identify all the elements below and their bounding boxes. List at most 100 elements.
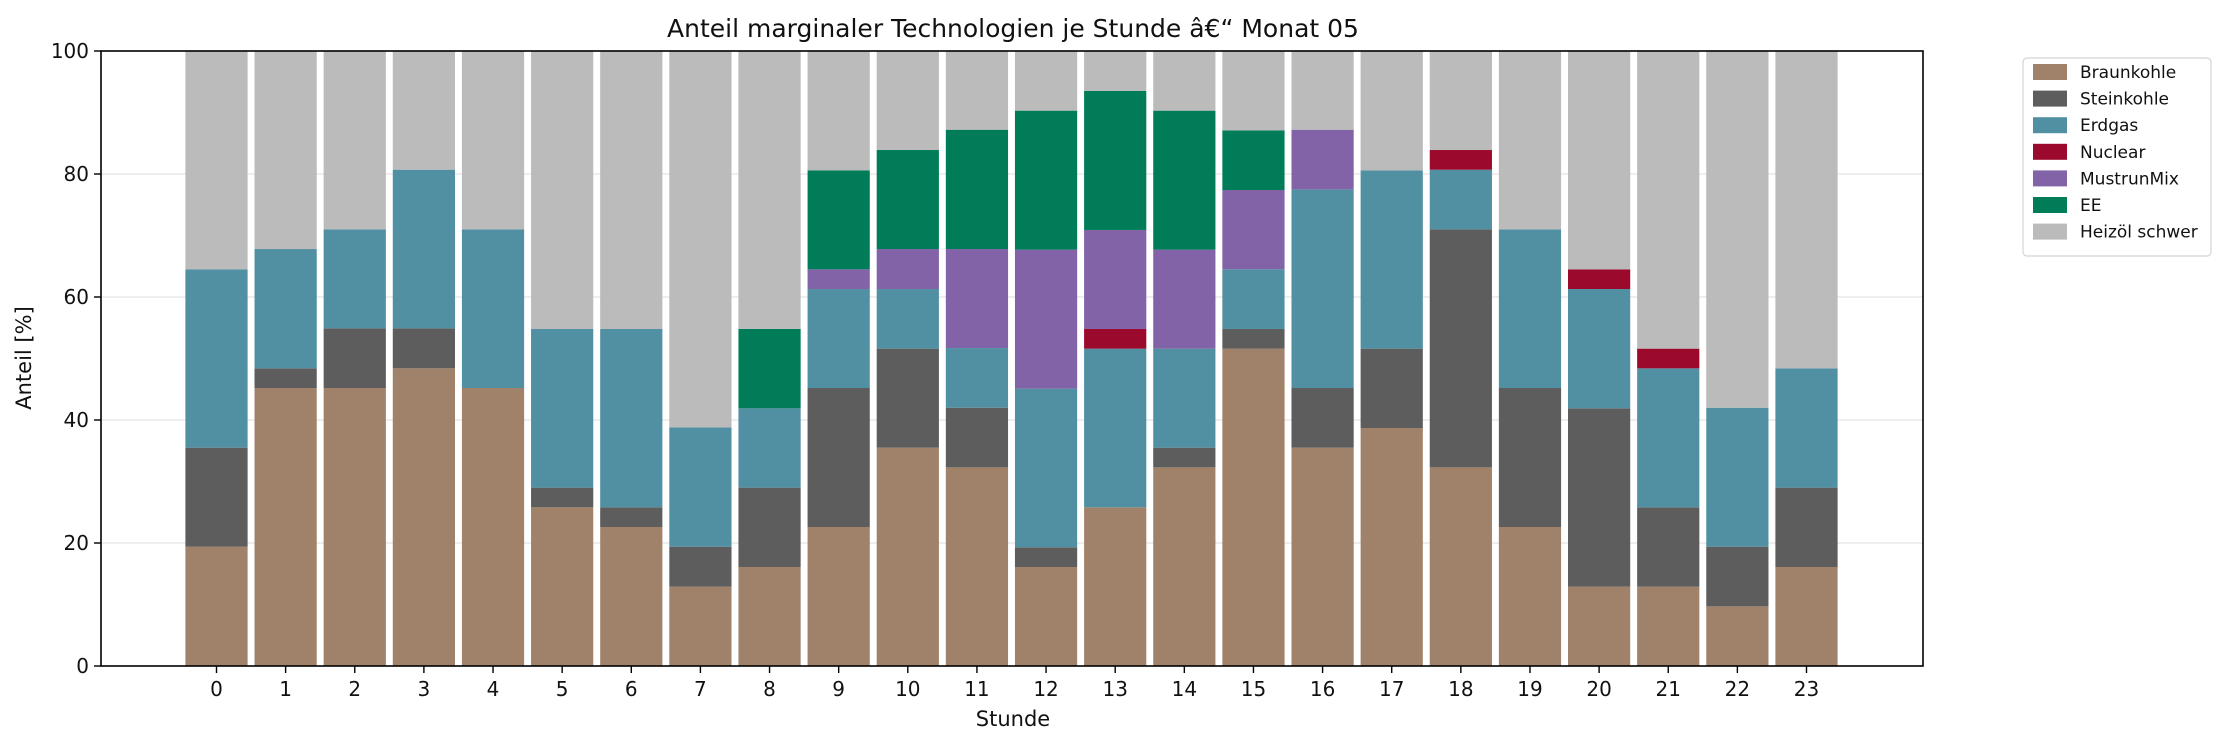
y-axis: 0 20 40 60 80 100 [51, 39, 101, 678]
x-tick-label: 20 [1586, 677, 1611, 701]
legend: Braunkohle Steinkohle Erdgas Nuclear Mustrun… [2022, 57, 2212, 257]
x-axis-label: Stunde [976, 707, 1050, 731]
bar-steinkohle-22 [1706, 546, 1769, 607]
y-tick-label: 20 [64, 531, 89, 555]
bar-steinkohle-7 [669, 546, 732, 587]
x-tick-label: 2 [348, 677, 361, 701]
bar-erdgas-4 [461, 229, 525, 389]
bar-heiz-l-schwer-16 [1291, 50, 1354, 130]
bar-braunkohle-19 [1498, 527, 1562, 666]
bar-nuclear-20 [1568, 269, 1631, 290]
bar-steinkohle-5 [531, 487, 594, 508]
legend-swatch [2033, 90, 2067, 107]
bar-braunkohle-9 [807, 527, 870, 666]
bar-erdgas-8 [738, 408, 801, 488]
bar-braunkohle-21 [1637, 586, 1700, 666]
y-axis-label: Anteil [%] [12, 306, 36, 410]
bar-heiz-l-schwer-2 [323, 51, 386, 230]
bar-steinkohle-1 [254, 368, 317, 389]
bar-heiz-l-schwer-21 [1637, 51, 1700, 349]
bar-heiz-l-schwer-8 [738, 51, 801, 329]
bar-steinkohle-9 [807, 388, 870, 528]
bar-heiz-l-schwer-6 [600, 51, 663, 329]
bar-steinkohle-21 [1637, 507, 1700, 587]
bar-erdgas-17 [1360, 170, 1423, 349]
bar-erdgas-3 [392, 169, 455, 329]
bar-braunkohle-1 [254, 388, 317, 666]
y-tick-label: 60 [64, 285, 89, 309]
bar-heiz-l-schwer-5 [531, 51, 594, 329]
bar-braunkohle-23 [1775, 566, 1838, 666]
bar-heiz-l-schwer-14 [1153, 51, 1216, 111]
y-tick-label: 0 [76, 654, 89, 678]
bars [185, 50, 1838, 666]
bar-mustrunmix-14 [1153, 249, 1216, 349]
bar-braunkohle-10 [876, 447, 939, 666]
x-tick-label: 8 [763, 677, 776, 701]
legend-entry: Heizöl schwer [2080, 223, 2198, 243]
x-tick-label: 15 [1241, 677, 1266, 701]
bar-erdgas-14 [1153, 348, 1216, 448]
bar-erdgas-5 [531, 328, 594, 488]
plot-frame [100, 50, 1924, 667]
bar-braunkohle-20 [1568, 586, 1631, 666]
legend-swatch [2033, 197, 2067, 213]
bar-steinkohle-23 [1775, 487, 1838, 567]
bar-steinkohle-3 [392, 328, 455, 369]
bar-steinkohle-12 [1014, 547, 1078, 567]
bar-heiz-l-schwer-0 [185, 51, 248, 270]
bar-nuclear-13 [1084, 328, 1147, 349]
bar-erdgas-6 [600, 328, 663, 508]
legend-swatch [2033, 143, 2067, 160]
bar-erdgas-11 [945, 348, 1009, 408]
bar-steinkohle-14 [1153, 447, 1216, 468]
bar-steinkohle-17 [1360, 348, 1423, 428]
x-tick-label: 14 [1172, 677, 1197, 701]
bar-erdgas-13 [1084, 348, 1147, 508]
bar-heiz-l-schwer-9 [807, 51, 870, 171]
bar-ee-8 [738, 328, 801, 409]
bar-braunkohle-15 [1222, 348, 1285, 666]
bar-heiz-l-schwer-7 [669, 50, 732, 428]
y-tick-label: 100 [51, 39, 89, 63]
bar-ee-15 [1222, 130, 1285, 190]
bar-heiz-l-schwer-12 [1014, 51, 1078, 111]
x-tick-label: 5 [556, 677, 569, 701]
bar-braunkohle-16 [1291, 447, 1354, 666]
bar-steinkohle-19 [1498, 388, 1562, 528]
bar-erdgas-12 [1014, 388, 1078, 548]
x-tick-label: 19 [1517, 677, 1542, 701]
x-tick-label: 22 [1725, 677, 1750, 701]
x-tick-label: 6 [625, 677, 638, 701]
bar-braunkohle-11 [945, 467, 1009, 666]
bar-erdgas-21 [1637, 368, 1700, 508]
bar-erdgas-18 [1429, 169, 1492, 230]
legend-swatch [2033, 223, 2067, 240]
x-tick-label: 11 [964, 677, 989, 701]
bar-erdgas-9 [807, 289, 870, 389]
bar-heiz-l-schwer-3 [392, 50, 455, 170]
legend-entry: Braunkohle [2080, 63, 2176, 83]
legend-entry: Erdgas [2080, 116, 2138, 136]
x-tick-label: 3 [418, 677, 431, 701]
x-tick-label: 10 [895, 677, 920, 701]
bar-braunkohle-22 [1706, 606, 1769, 666]
legend-swatch [2033, 117, 2067, 134]
bar-erdgas-1 [254, 249, 317, 369]
bar-steinkohle-10 [876, 348, 939, 448]
bar-heiz-l-schwer-1 [254, 50, 317, 250]
x-tick-label: 4 [487, 677, 500, 701]
bar-erdgas-7 [669, 427, 732, 547]
y-tick-label: 40 [64, 408, 89, 432]
bar-erdgas-19 [1498, 229, 1562, 389]
legend-entry: MustrunMix [2080, 169, 2179, 189]
bar-steinkohle-15 [1222, 328, 1285, 349]
bar-ee-11 [945, 129, 1009, 250]
legend-swatch [2033, 170, 2067, 187]
bar-steinkohle-16 [1291, 388, 1354, 448]
bar-mustrunmix-15 [1222, 189, 1285, 270]
bar-erdgas-15 [1222, 269, 1285, 329]
x-tick-label: 7 [694, 677, 707, 701]
bar-mustrunmix-16 [1291, 129, 1354, 190]
